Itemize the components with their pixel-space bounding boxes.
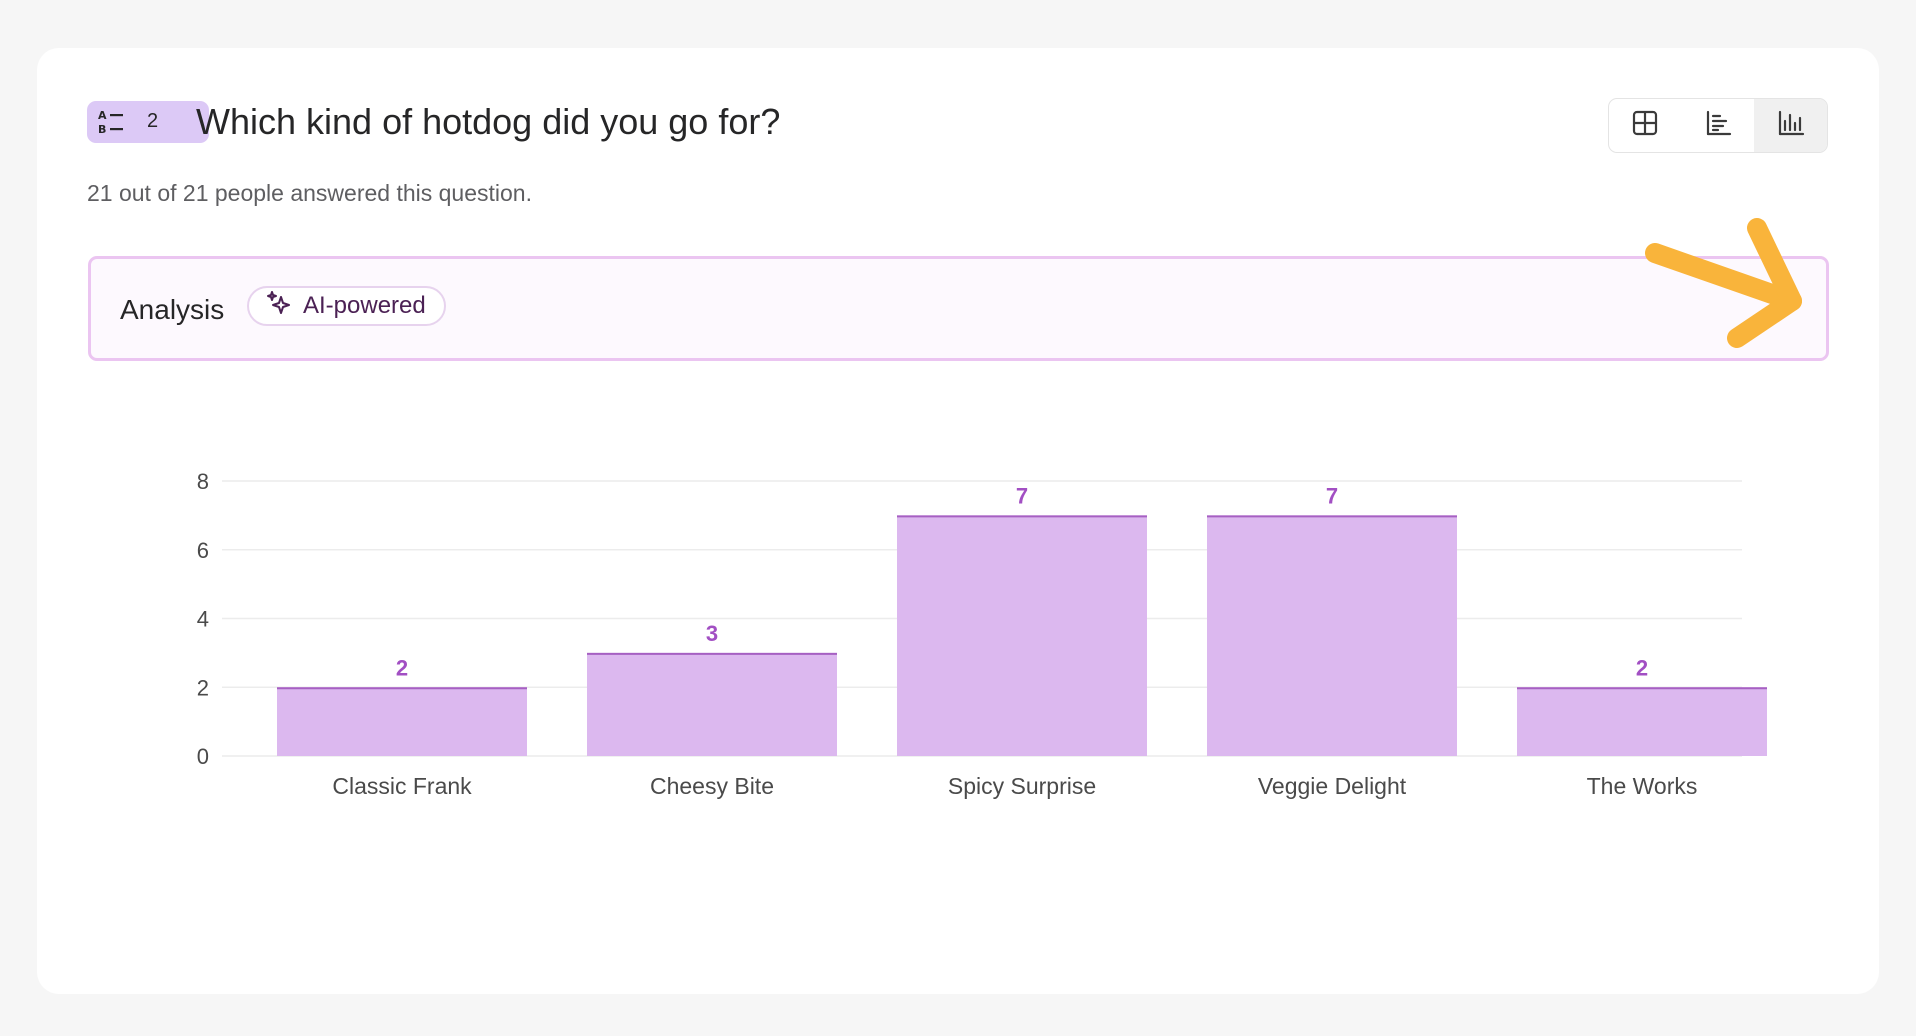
question-card: A B 2 Which kind of hotdog did you go fo… [37, 48, 1879, 994]
sparkle-icon [265, 289, 293, 324]
table-view-button[interactable] [1609, 99, 1682, 152]
bar [587, 652, 837, 756]
vertical-bar-view-icon [1777, 109, 1805, 142]
x-tick-label: Classic Frank [332, 773, 472, 799]
bar-chart: 0 2 4 6 8 2 Classic Frank 3 Cheesy Bite 7 Spicy Su… [197, 469, 1767, 799]
arrow-pointer-icon [1637, 218, 1807, 353]
y-tick-label: 2 [197, 675, 209, 700]
bar [897, 515, 1147, 756]
bar-value-label: 2 [1636, 655, 1648, 680]
question-number: 2 [147, 110, 159, 132]
y-tick-label: 8 [197, 469, 209, 494]
ai-powered-badge: AI-powered [247, 286, 446, 326]
bar-value-label: 3 [706, 621, 718, 646]
y-tick-label: 4 [197, 607, 209, 632]
svg-text:A: A [98, 109, 107, 122]
bar [1517, 687, 1767, 756]
bar-value-label: 2 [396, 655, 408, 680]
analysis-panel-header[interactable]: Analysis AI-powered [88, 256, 1829, 361]
y-tick-label: 0 [197, 744, 209, 769]
table-view-icon [1631, 109, 1659, 142]
question-number-badge: A B 2 [87, 101, 209, 143]
multiple-choice-icon: A B [97, 107, 127, 137]
x-tick-label: Veggie Delight [1258, 773, 1407, 799]
x-tick-label: Cheesy Bite [650, 773, 774, 799]
analysis-label: Analysis [120, 294, 225, 325]
x-tick-label: Spicy Surprise [948, 773, 1096, 799]
horizontal-bar-view-icon [1704, 109, 1732, 142]
bar [1207, 515, 1457, 756]
vertical-bar-view-button[interactable] [1754, 99, 1827, 152]
svg-text:B: B [98, 123, 106, 136]
ai-powered-label: AI-powered [303, 292, 426, 319]
bar-value-label: 7 [1326, 483, 1338, 508]
view-toggle-group [1608, 98, 1828, 153]
bar-value-label: 7 [1016, 483, 1028, 508]
bar [277, 687, 527, 756]
question-title: Which kind of hotdog did you go for? [196, 101, 781, 142]
x-tick-label: The Works [1587, 773, 1698, 799]
response-count: 21 out of 21 people answered this questi… [87, 180, 532, 206]
y-tick-label: 6 [197, 538, 209, 563]
horizontal-bar-view-button[interactable] [1682, 99, 1755, 152]
